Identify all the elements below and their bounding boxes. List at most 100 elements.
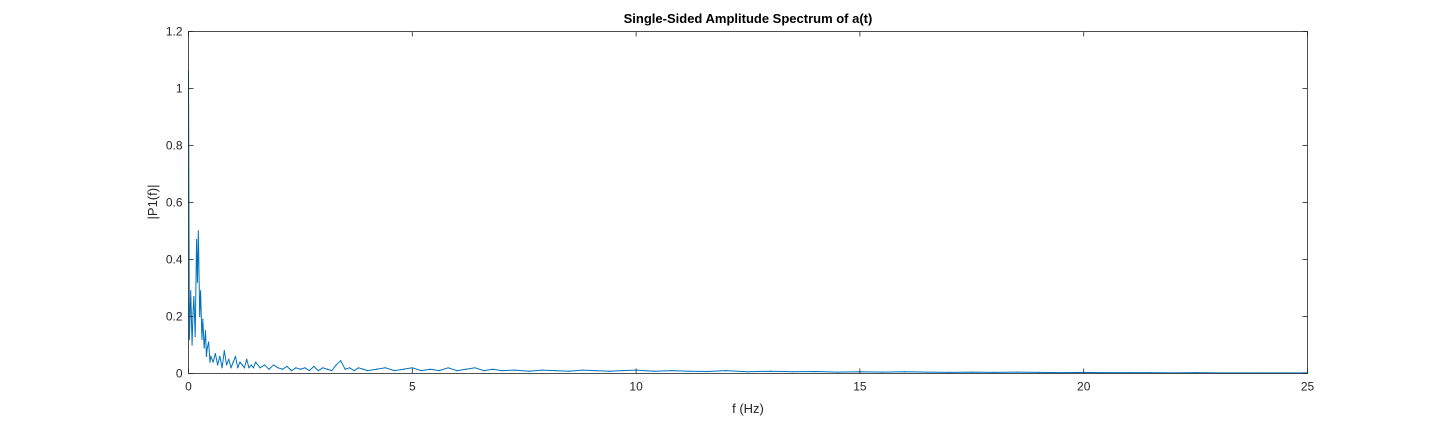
x-tick-label: 0 xyxy=(185,380,192,394)
data-point xyxy=(769,370,771,372)
data-point xyxy=(622,370,624,372)
data-point xyxy=(248,367,250,369)
data-point xyxy=(299,368,301,370)
data-point xyxy=(948,371,951,373)
data-point xyxy=(313,365,315,367)
y-tick-label: 0.4 xyxy=(166,253,183,267)
data-point xyxy=(725,370,727,372)
data-point xyxy=(340,360,342,362)
data-point xyxy=(344,368,346,370)
data-point xyxy=(317,370,319,372)
data-point xyxy=(263,364,266,366)
data-point xyxy=(204,330,207,332)
data-point xyxy=(202,318,204,320)
data-point xyxy=(501,370,503,372)
data-point xyxy=(223,350,225,352)
data-point xyxy=(281,368,284,370)
data-point xyxy=(357,367,360,369)
data-point xyxy=(465,368,467,370)
data-point xyxy=(196,281,199,283)
y-tick-label: 0.8 xyxy=(166,139,183,153)
data-point xyxy=(362,368,364,370)
data-point xyxy=(411,367,413,369)
data-point xyxy=(192,313,194,315)
data-point xyxy=(199,315,201,318)
data-point xyxy=(277,367,279,369)
data-point xyxy=(349,367,351,369)
data-point xyxy=(212,361,214,363)
data-point xyxy=(243,367,246,369)
data-point xyxy=(1127,372,1130,374)
data-point xyxy=(568,370,570,372)
data-point xyxy=(228,358,230,360)
data-point xyxy=(304,367,306,369)
data-point xyxy=(595,370,597,372)
data-point xyxy=(286,365,288,367)
data-point xyxy=(191,344,193,346)
data-point xyxy=(653,370,655,372)
data-point xyxy=(1060,372,1062,374)
data-point xyxy=(214,352,216,355)
data-point xyxy=(201,338,203,340)
data-point xyxy=(447,367,449,369)
x-axis-label: f (Hz) xyxy=(732,401,764,416)
x-tick-label: 10 xyxy=(629,380,643,394)
data-point xyxy=(250,364,252,366)
data-point xyxy=(420,370,422,372)
y-axis-label: |P1(f)| xyxy=(145,185,160,220)
data-point xyxy=(1150,372,1152,374)
data-point xyxy=(438,370,440,372)
series-layer xyxy=(187,70,1309,374)
data-point xyxy=(904,371,906,373)
data-point xyxy=(190,290,192,292)
data-point xyxy=(194,335,196,338)
data-point xyxy=(232,361,234,363)
y-tick-label: 1 xyxy=(176,82,183,96)
data-point xyxy=(456,370,458,372)
data-point xyxy=(239,361,241,363)
data-point xyxy=(429,368,431,370)
data-point xyxy=(541,369,543,371)
y-tick-label: 0.6 xyxy=(166,196,183,210)
data-point xyxy=(221,367,223,369)
data-point xyxy=(197,230,199,232)
data-point xyxy=(402,368,404,370)
plot-area xyxy=(188,31,1308,374)
data-point xyxy=(268,368,270,370)
data-point xyxy=(474,367,476,369)
data-point xyxy=(671,370,673,372)
chart-title: Single-Sided Amplitude Spectrum of a(t) xyxy=(624,11,873,26)
data-point xyxy=(216,364,219,366)
data-point xyxy=(230,367,232,369)
data-point xyxy=(206,347,208,349)
data-point xyxy=(255,361,257,363)
data-point xyxy=(993,371,995,373)
data-point xyxy=(208,341,210,343)
data-point xyxy=(1105,372,1107,374)
data-point xyxy=(689,370,691,372)
data-point xyxy=(205,355,207,357)
data-point xyxy=(926,371,928,373)
data-point xyxy=(375,368,378,370)
data-point xyxy=(219,355,221,357)
data-point xyxy=(203,347,205,349)
data-point xyxy=(528,370,530,372)
y-tick-label: 1.2 xyxy=(166,25,183,39)
data-point xyxy=(199,290,202,292)
data-point xyxy=(259,367,261,369)
data-point xyxy=(326,368,328,370)
y-axis-ticks: 0 0.2 0.4 0.6 0.8 1 1.2 xyxy=(166,25,1308,381)
data-point xyxy=(331,370,333,372)
data-point xyxy=(1015,371,1018,373)
x-tick-label: 25 xyxy=(1301,380,1315,394)
data-point xyxy=(188,338,190,340)
data-point xyxy=(707,370,709,373)
data-point xyxy=(272,364,275,366)
y-tick-label: 0 xyxy=(176,367,183,381)
data-point xyxy=(246,358,248,360)
data-point xyxy=(237,367,239,369)
data-point xyxy=(483,370,485,372)
data-point xyxy=(492,368,494,370)
